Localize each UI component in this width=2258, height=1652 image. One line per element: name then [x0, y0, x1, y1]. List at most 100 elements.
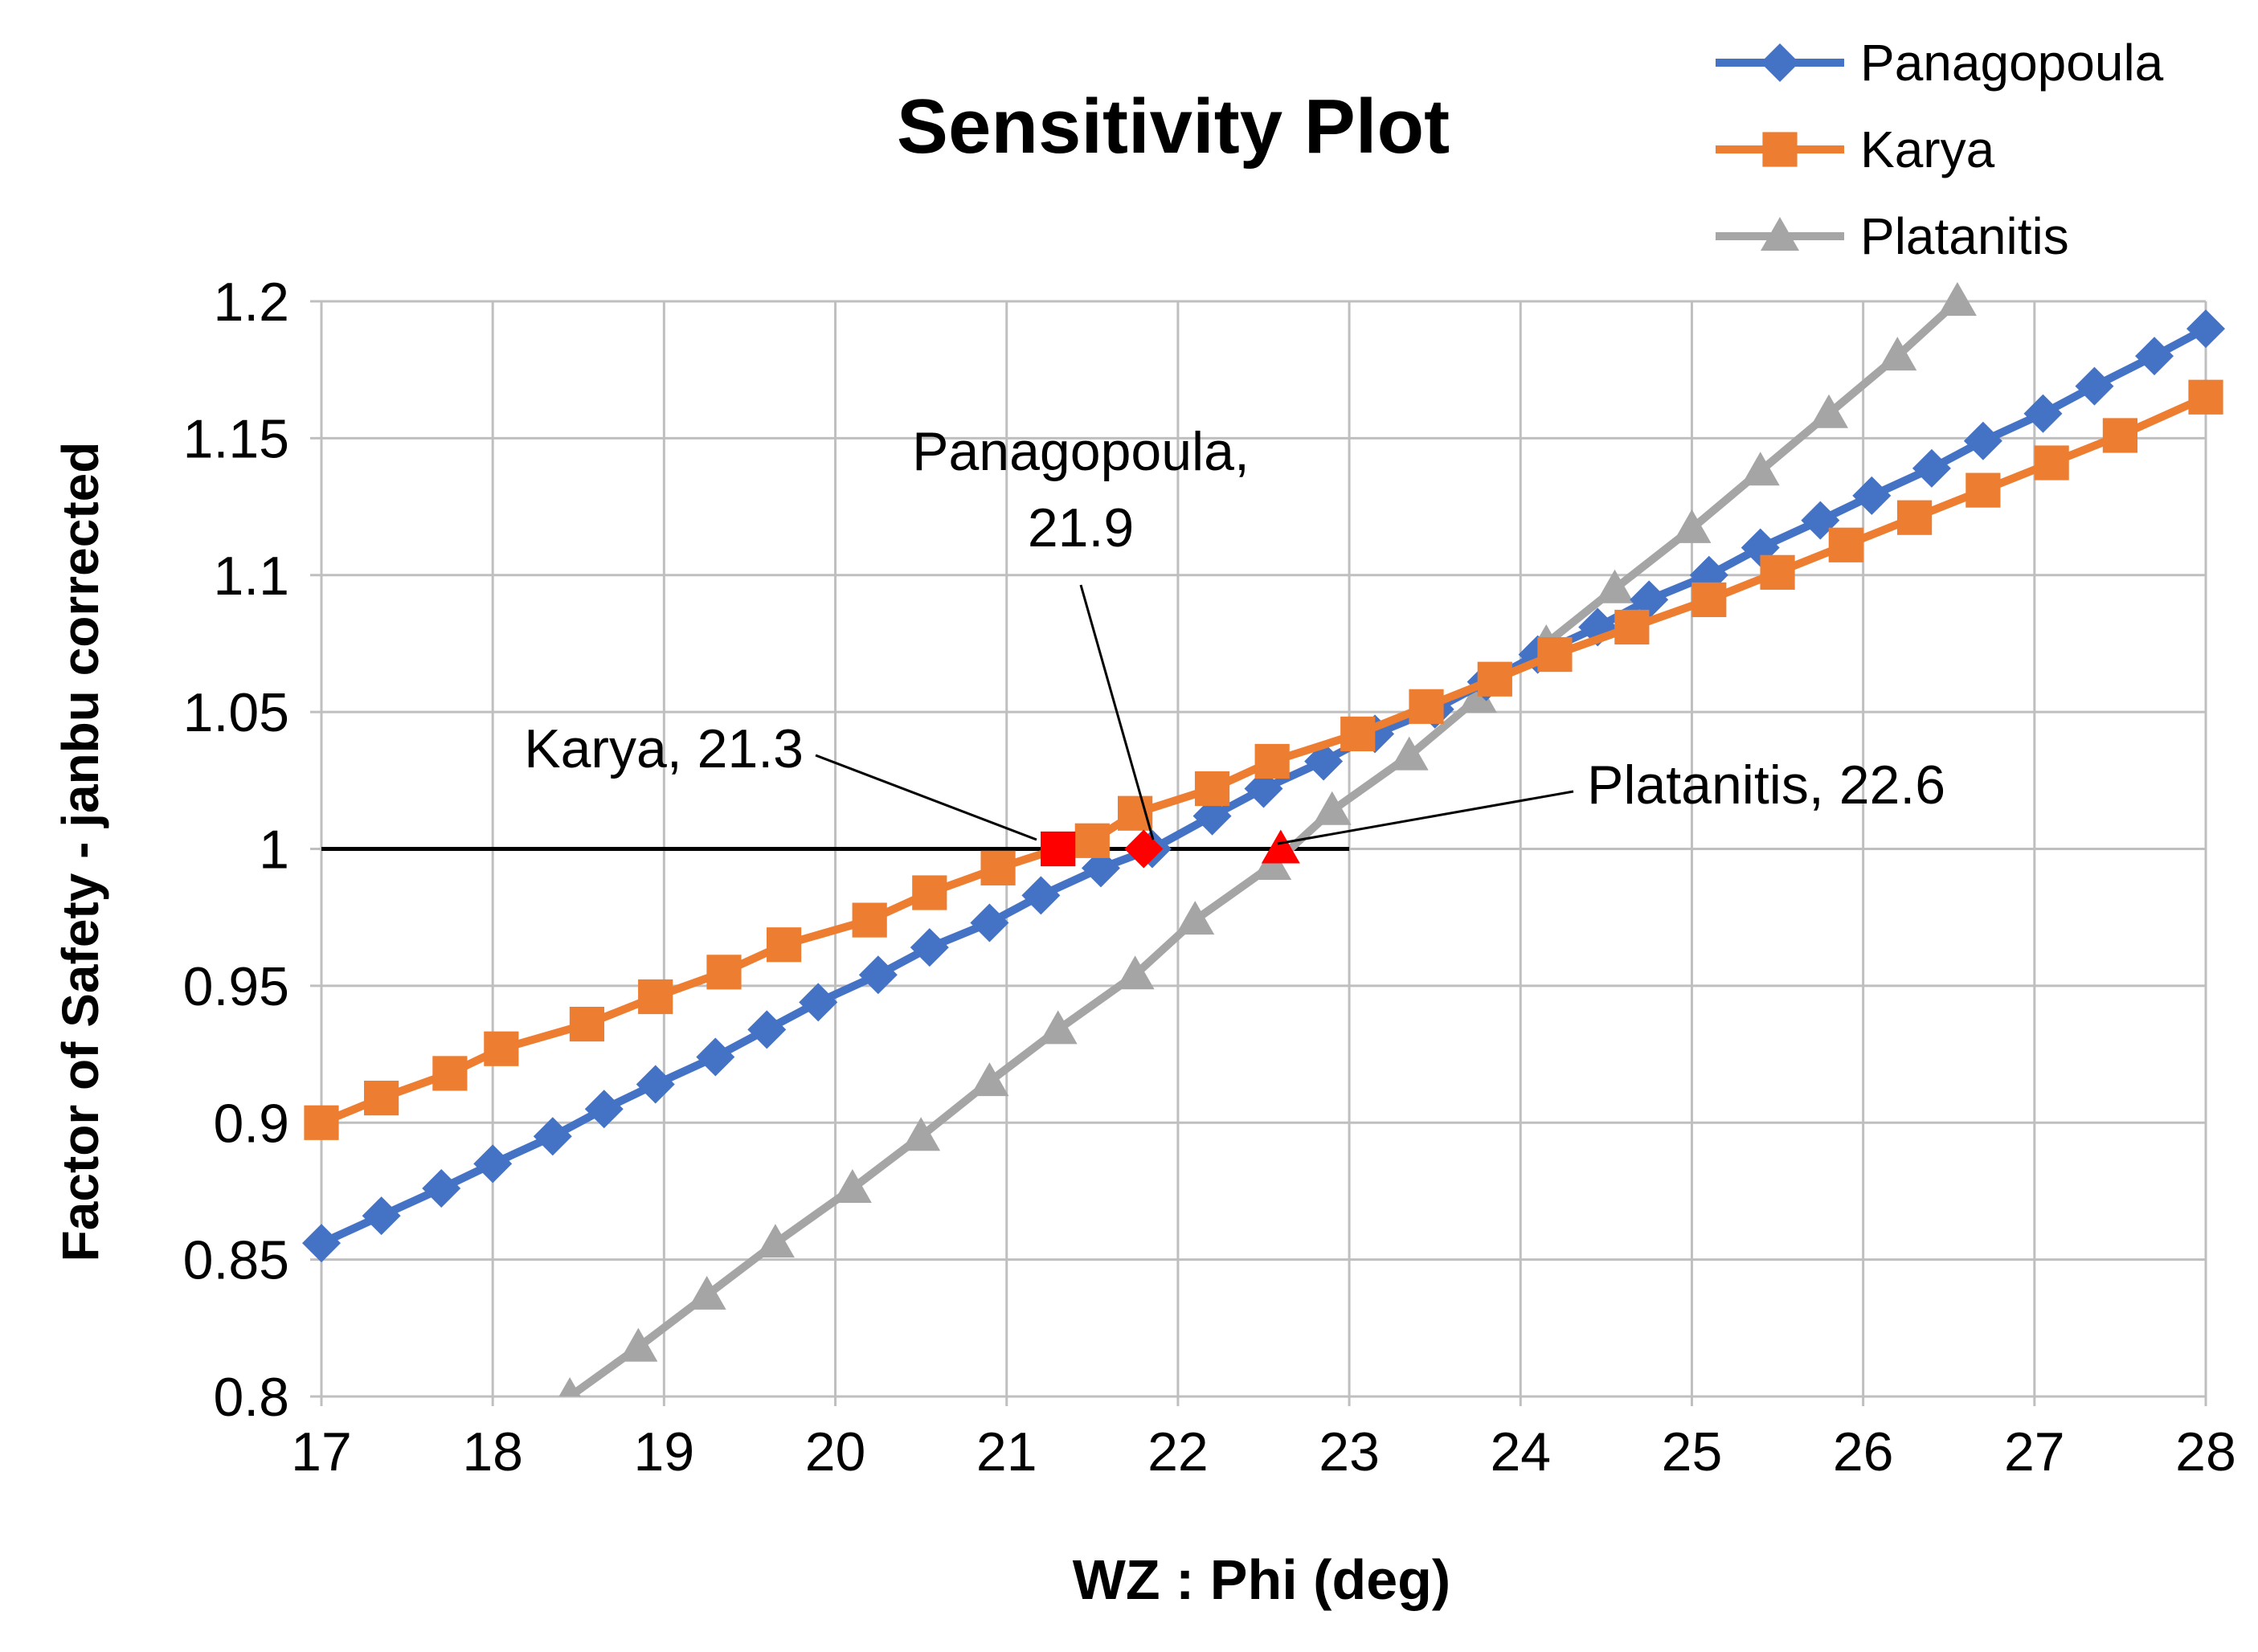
- data-point-karya: [1074, 823, 1110, 858]
- legend-label: Platanitis: [1860, 207, 2069, 265]
- data-point-panagopoula: [970, 903, 1009, 943]
- data-point-karya: [1896, 500, 1933, 535]
- x-tick-label: 21: [976, 1421, 1037, 1482]
- data-point-karya: [1118, 795, 1153, 831]
- data-point-platanitis: [1389, 736, 1429, 771]
- data-point-panagopoula: [1021, 876, 1061, 915]
- data-point-karya: [1966, 472, 2001, 508]
- series-karya: [304, 379, 2223, 1140]
- data-point-karya: [1409, 689, 1444, 724]
- data-point-platanitis: [1741, 452, 1780, 486]
- x-axis-title: WZ : Phi (deg): [1073, 1548, 1450, 1611]
- data-point-platanitis: [1878, 337, 1917, 371]
- chart-title: Sensitivity Plot: [897, 84, 1450, 170]
- annotation-layer: Karya, 21.3 Panagopoula, 21.9 Platanitis, 2…: [524, 421, 1945, 845]
- y-tick-label: 0.85: [183, 1230, 289, 1291]
- y-tick-label: 1: [259, 820, 289, 881]
- data-point-platanitis: [970, 1062, 1009, 1097]
- y-tick-label: 0.9: [213, 1093, 289, 1154]
- annotation-1: Panagopoula, 21.9: [912, 421, 1250, 840]
- data-point-panagopoula: [362, 1196, 401, 1236]
- x-tick-label: 22: [1147, 1421, 1209, 1482]
- data-point-karya: [1537, 636, 1573, 673]
- y-axis-title: Factor of Safety - janbu corrected: [51, 442, 109, 1262]
- x-tick-label: 27: [2004, 1421, 2065, 1482]
- annotation-leader-line: [1277, 790, 1574, 845]
- data-point-karya: [304, 1105, 339, 1140]
- annotation-2: Platanitis, 22.6: [1277, 754, 1945, 845]
- y-tick-label: 1.15: [183, 408, 289, 469]
- x-tick-label: 19: [634, 1421, 695, 1482]
- data-point-karya: [364, 1080, 399, 1116]
- data-point-platanitis: [558, 1377, 581, 1396]
- x-tick-label: 24: [1490, 1421, 1551, 1482]
- data-point-karya: [1760, 554, 1795, 590]
- data-point-karya: [2102, 418, 2138, 453]
- legend-item-karya: Karya: [1716, 121, 1995, 178]
- data-point-karya: [569, 1006, 605, 1042]
- legend: Panagopoula Karya Platanitis: [1716, 34, 2164, 265]
- data-point-platanitis: [687, 1275, 726, 1310]
- x-tick-label: 26: [1833, 1421, 1894, 1482]
- data-point-karya: [980, 850, 1016, 885]
- data-point-panagopoula: [422, 1169, 461, 1208]
- data-point-platanitis: [902, 1117, 941, 1151]
- annotation-label: 21.9: [1028, 497, 1134, 558]
- x-tick-label: 17: [291, 1421, 352, 1482]
- data-point-platanitis: [1312, 791, 1352, 825]
- data-point-karya: [638, 979, 673, 1015]
- data-point-panagopoula: [1081, 848, 1120, 888]
- data-point-karya: [912, 875, 947, 910]
- highlight-point-karya: [1041, 831, 1076, 867]
- data-point-panagopoula: [1852, 476, 1892, 515]
- data-point-panagopoula: [533, 1117, 572, 1156]
- data-point-karya: [1254, 743, 1290, 779]
- gridlines: [310, 300, 2207, 1406]
- data-point-panagopoula: [2135, 337, 2174, 376]
- series-layer: [302, 282, 2225, 1396]
- legend-label: Karya: [1860, 121, 1995, 178]
- data-point-panagopoula: [799, 983, 838, 1022]
- data-point-karya: [706, 955, 742, 990]
- x-tick-label: 28: [2175, 1421, 2236, 1482]
- legend-label: Panagopoula: [1860, 34, 2164, 92]
- annotation-label: Panagopoula,: [912, 421, 1250, 482]
- data-point-platanitis: [755, 1224, 795, 1258]
- highlight-point-platanitis: [1261, 829, 1300, 864]
- data-point-karya: [1614, 609, 1650, 645]
- y-tick-labels: 0.8 0.85 0.9 0.95 1 1.05 1.1 1.15 1.2: [183, 272, 289, 1428]
- data-point-karya: [432, 1056, 468, 1091]
- data-point-platanitis: [832, 1169, 872, 1204]
- legend-item-panagopoula: Panagopoula: [1716, 34, 2164, 92]
- annotation-0: Karya, 21.3: [524, 718, 1037, 841]
- data-point-platanitis: [619, 1327, 658, 1362]
- data-point-karya: [1828, 527, 1863, 562]
- data-point-panagopoula: [1244, 769, 1283, 808]
- data-point-karya: [1340, 716, 1376, 751]
- data-point-karya: [2034, 445, 2069, 480]
- data-point-karya: [1194, 771, 1230, 807]
- y-tick-label: 0.95: [183, 956, 289, 1017]
- data-point-platanitis: [1038, 1010, 1078, 1045]
- data-point-karya: [852, 902, 887, 938]
- data-point-platanitis: [1672, 509, 1712, 543]
- legend-marker-karya: [1762, 132, 1798, 167]
- data-point-karya: [1691, 582, 1727, 618]
- data-point-panagopoula: [1963, 421, 2002, 460]
- data-point-platanitis: [1810, 394, 1848, 428]
- data-point-platanitis: [1115, 955, 1155, 990]
- data-point-panagopoula: [1192, 796, 1232, 836]
- annotation-leader-line: [815, 754, 1037, 841]
- data-point-platanitis: [1595, 569, 1634, 603]
- data-point-panagopoula: [302, 1224, 341, 1263]
- x-tick-label: 25: [1662, 1421, 1723, 1482]
- y-tick-label: 1.05: [183, 682, 289, 743]
- data-point-karya: [1477, 661, 1512, 697]
- data-point-panagopoula: [747, 1010, 787, 1049]
- y-tick-label: 1.1: [213, 546, 289, 607]
- x-tick-labels: 17 18 19 20 21 22 23 24 25 26 27 28: [291, 1421, 2236, 1482]
- data-point-platanitis: [1937, 282, 1977, 316]
- annotation-label: Platanitis, 22.6: [1587, 754, 1945, 816]
